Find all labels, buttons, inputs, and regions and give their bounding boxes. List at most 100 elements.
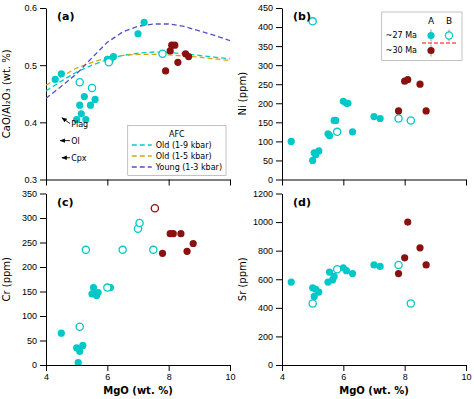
tick: 300 [258, 61, 282, 71]
x-axis [47, 180, 231, 186]
panel: 0.30.40.50.6CaO/Al₂O₃ (wt. %)PlagOlCpx(a… [1, 3, 231, 185]
tick-label: 400 [258, 22, 273, 32]
point [370, 113, 377, 120]
tick: 600 [258, 275, 282, 285]
panel: 46810020040060080010001200Sr (ppm)MgO (w… [237, 189, 472, 396]
tick-mark [40, 65, 46, 66]
tick-mark [230, 180, 231, 186]
point [170, 230, 177, 237]
tick: 100 [258, 137, 282, 147]
axis-line [46, 9, 47, 181]
tick-mark [466, 180, 467, 186]
tick [343, 180, 344, 186]
point [105, 59, 112, 66]
legend-title: AFC [169, 130, 185, 139]
tick-label: 350 [258, 41, 273, 51]
tick: 10 [461, 365, 471, 382]
point [377, 263, 384, 270]
tick-label: 10 [461, 372, 471, 382]
point [177, 230, 184, 237]
point [162, 67, 169, 74]
point [81, 93, 88, 100]
panel-title: (b) [293, 10, 311, 23]
point [159, 50, 166, 57]
panel: 050100150200250300350400450Ni (ppm)(b)~2… [237, 3, 467, 185]
series [288, 261, 384, 300]
point [119, 246, 126, 253]
tick-mark [40, 8, 46, 9]
tick: 150 [258, 118, 282, 128]
tick-mark [276, 194, 282, 195]
point [76, 323, 83, 330]
point [315, 289, 322, 296]
tick-label: 0 [268, 175, 273, 185]
tick-mark [40, 243, 46, 244]
tick-mark [40, 218, 46, 219]
tick: 350 [258, 41, 282, 51]
tick [230, 180, 231, 186]
point [95, 289, 102, 296]
tick-label: 0 [268, 360, 273, 370]
series [52, 19, 148, 123]
series [395, 218, 430, 277]
axis-line [283, 365, 467, 366]
tick-label: 0.3 [24, 175, 37, 185]
legend-separator [422, 43, 458, 44]
tick: 6 [105, 365, 110, 382]
tick: 1000 [253, 217, 282, 227]
point [79, 342, 86, 349]
tick [466, 180, 467, 186]
point [88, 84, 95, 91]
legend-label: ~30 Ma [386, 46, 417, 55]
annotation-arrow [60, 140, 70, 141]
point [151, 205, 158, 212]
point [76, 79, 83, 86]
point [309, 300, 316, 307]
tick: 200 [258, 332, 282, 342]
legend-item: Old (1-5 kbar) [132, 152, 212, 161]
series [309, 261, 414, 307]
y-axis: 0.30.40.50.6 [24, 3, 46, 185]
tick: 400 [258, 303, 282, 313]
tick-mark [276, 84, 282, 85]
tick: 100 [22, 311, 46, 321]
tick: 8 [167, 365, 172, 382]
panel-title: (a) [57, 10, 74, 23]
point [136, 219, 143, 226]
tick-label: 50 [263, 156, 273, 166]
tick-mark [343, 180, 344, 186]
line [46, 24, 230, 98]
tick: 0 [32, 360, 46, 370]
tick: 50 [27, 336, 46, 346]
point [82, 246, 89, 253]
series [162, 42, 192, 75]
annotation: Plag [71, 120, 88, 129]
tick-label: 0.5 [24, 61, 37, 71]
tick-label: 150 [258, 118, 273, 128]
legend-box [128, 126, 226, 176]
tick-mark [466, 365, 467, 371]
series [76, 50, 166, 91]
tick: 50 [263, 156, 282, 166]
series [46, 24, 230, 98]
point [395, 270, 402, 277]
tick-label: 100 [258, 137, 273, 147]
tick-mark [40, 267, 46, 268]
point [150, 246, 157, 253]
tick-mark [40, 194, 46, 195]
panel: 46810050100150200250300350Cr (ppm)MgO (w… [1, 189, 236, 396]
tick-label: 450 [258, 3, 273, 13]
tick-label: 4 [280, 372, 285, 382]
point [141, 19, 148, 26]
tick-label: 100 [22, 311, 37, 321]
tick-label: 4 [44, 372, 49, 382]
line [46, 54, 230, 85]
point [171, 42, 178, 49]
x-axis-title: MgO (wt. %) [339, 385, 409, 396]
legend-label: Old (1-9 kbar) [156, 141, 212, 150]
plot-area [288, 18, 430, 164]
tick-label: 50 [27, 336, 37, 346]
tick: 1200 [253, 189, 282, 199]
tick: 4 [44, 365, 49, 382]
tick: 250 [22, 238, 46, 248]
